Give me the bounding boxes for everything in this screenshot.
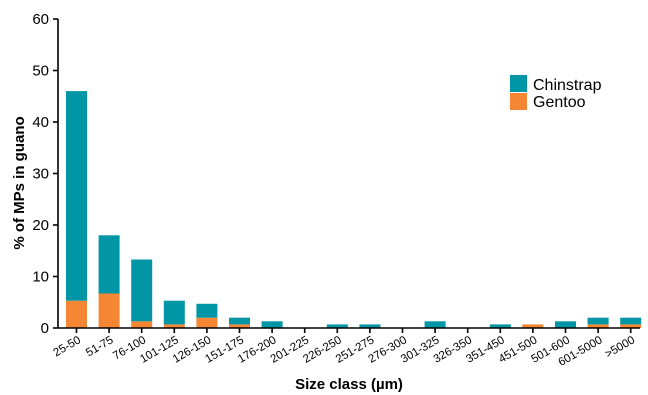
bar-chinstrap-17 — [620, 317, 642, 325]
x-tick-label: 51-75 — [84, 334, 115, 359]
bar-chinstrap-3 — [163, 300, 185, 325]
bar-gentoo-14 — [522, 324, 544, 328]
y-tick-label: 60 — [32, 11, 49, 28]
bar-gentoo-17 — [620, 324, 642, 328]
bar-chinstrap-0 — [66, 91, 87, 301]
bar-gentoo-2 — [131, 321, 153, 328]
bar-gentoo-3 — [163, 324, 185, 328]
legend-label-gentoo: Gentoo — [533, 94, 586, 111]
bar-chinstrap-16 — [587, 317, 609, 325]
bar-gentoo-16 — [587, 324, 609, 328]
y-tick-label: 20 — [32, 217, 49, 234]
bar-chinstrap-13 — [489, 324, 511, 328]
bars-layer — [66, 91, 642, 328]
y-tick-label: 40 — [32, 114, 49, 131]
bar-chinstrap-4 — [196, 303, 218, 318]
bar-chinstrap-1 — [98, 235, 120, 294]
legend-label-chinstrap: Chinstrap — [533, 77, 602, 94]
bar-gentoo-0 — [66, 300, 87, 328]
bar-chinstrap-5 — [229, 317, 250, 325]
bar-chinstrap-15 — [555, 321, 576, 328]
bar-gentoo-4 — [196, 317, 218, 328]
x-axis: 25-50 51-7576-100101-125126-150151-175176… — [52, 327, 640, 369]
y-tick-label: 10 — [32, 269, 49, 286]
x-tick-label: 25-50 — [52, 334, 83, 359]
y-tick-label: 50 — [32, 63, 49, 80]
y-tick-label: 0 — [41, 320, 49, 337]
y-axis-title: % of MPs in guano — [11, 116, 28, 249]
legend-swatch-chinstrap — [510, 75, 527, 92]
y-tick-label: 30 — [32, 166, 49, 183]
x-tick-label: >5000 — [603, 334, 637, 361]
bar-chinstrap-6 — [261, 321, 283, 328]
legend-swatch-gentoo — [510, 93, 527, 110]
bar-gentoo-5 — [229, 324, 250, 328]
bar-chinstrap-11 — [424, 321, 446, 328]
x-axis-title: Size class (µm) — [295, 376, 403, 393]
bar-chinstrap-8 — [326, 324, 348, 328]
legend: Chinstrap Gentoo — [510, 75, 602, 111]
y-axis: 0 10 20 30 40 50 60 — [32, 11, 59, 337]
bar-chinstrap-2 — [131, 259, 153, 322]
bar-chinstrap-9 — [359, 324, 381, 328]
bar-gentoo-1 — [98, 293, 120, 328]
